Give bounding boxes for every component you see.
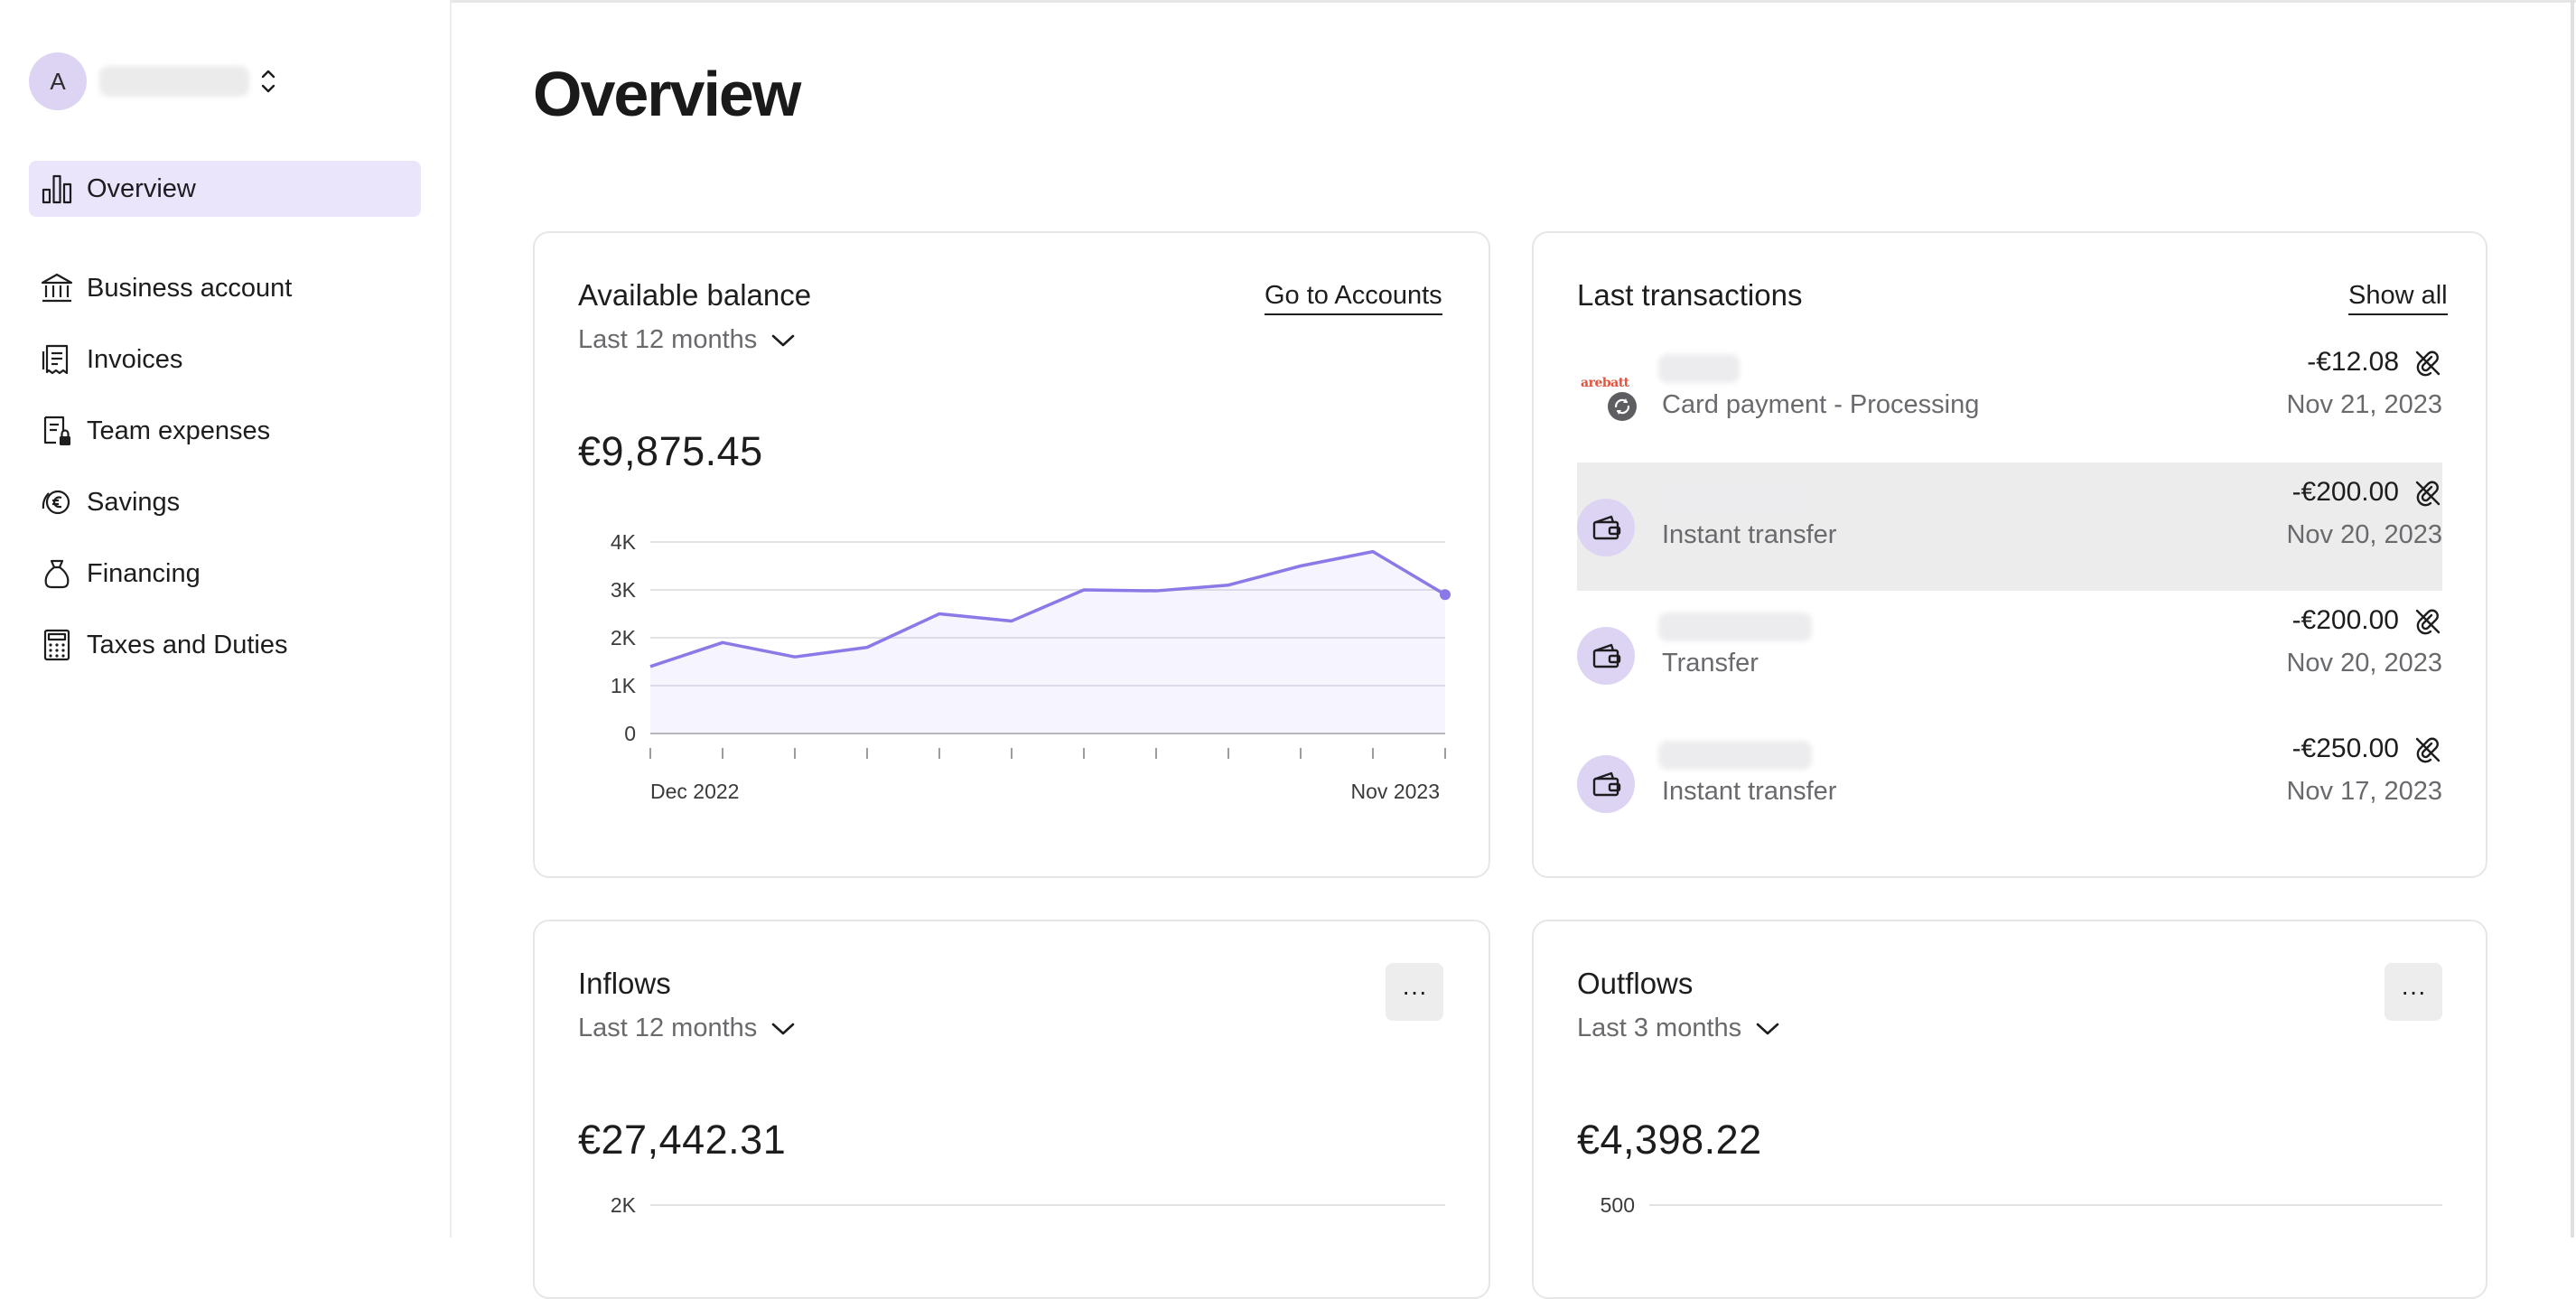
inflows-period-select[interactable]: Last 12 months — [578, 1014, 797, 1043]
page-title: Overview — [533, 58, 799, 130]
attachment-missing-icon — [2413, 479, 2442, 508]
inflows-card-title: Inflows — [578, 967, 671, 1001]
series-area — [650, 552, 1445, 734]
inflows-chart: 2K — [578, 1183, 1463, 1238]
y-tick-label: 1K — [611, 674, 637, 697]
sidebar-item-label: Taxes and Duties — [87, 631, 287, 660]
invoice-icon — [40, 342, 74, 377]
wallet-icon — [1577, 499, 1635, 556]
transaction-date: Nov 20, 2023 — [2286, 520, 2442, 550]
outflows-card-title: Outflows — [1577, 967, 1693, 1001]
y-tick-label: 3K — [611, 578, 637, 602]
transaction-amount: -€250.00 — [2292, 734, 2399, 764]
counterparty-redacted — [1658, 612, 1812, 641]
bank-icon — [40, 271, 74, 305]
data-point — [1440, 589, 1451, 600]
sidebar-item-invoices[interactable]: Invoices — [29, 332, 421, 388]
inflows-amount: €27,442.31 — [578, 1117, 786, 1163]
org-name-redacted — [99, 66, 249, 97]
transaction-row[interactable]: arebatt Card payment - Processing -€12.0… — [1577, 332, 2442, 461]
sidebar-item-taxes-and-duties[interactable]: Taxes and Duties — [29, 617, 421, 673]
y-tick-label: 2K — [611, 626, 637, 650]
sidebar-item-label: Team expenses — [87, 416, 270, 446]
wallet-icon — [1577, 627, 1635, 685]
y-tick-label: 0 — [624, 722, 636, 745]
period-label: Last 12 months — [578, 325, 757, 355]
transaction-row[interactable]: Instant transfer -€200.00 Nov 20, 2023 — [1577, 463, 2442, 591]
transaction-amount: -€200.00 — [2292, 477, 2399, 508]
transaction-date: Nov 21, 2023 — [2286, 390, 2442, 420]
sidebar-item-business-account[interactable]: Business account — [29, 260, 421, 316]
transaction-row[interactable]: Instant transfer -€250.00 Nov 17, 2023 — [1577, 719, 2442, 847]
scrollbar-track[interactable] — [2571, 0, 2574, 1238]
transaction-amount: -€12.08 — [2307, 347, 2399, 378]
sidebar-item-label: Invoices — [87, 345, 182, 375]
attachment-missing-icon — [2413, 735, 2442, 764]
period-label: Last 12 months — [578, 1014, 757, 1043]
sidebar-item-label: Overview — [87, 174, 196, 204]
attachment-missing-icon — [2413, 607, 2442, 636]
sidebar-item-label: Financing — [87, 559, 201, 589]
receipt-lock-icon — [40, 414, 74, 448]
calculator-icon — [40, 628, 74, 662]
y-tick-label: 4K — [611, 530, 637, 554]
sidebar: A Overview Business account Invoices — [0, 0, 452, 1238]
transaction-date: Nov 17, 2023 — [2286, 777, 2442, 807]
sidebar-item-overview[interactable]: Overview — [29, 161, 421, 217]
inflows-card — [533, 920, 1490, 1299]
inflows-more-button[interactable]: ··· — [1386, 963, 1443, 1021]
sidebar-item-label: Business account — [87, 274, 292, 304]
transaction-amount: -€200.00 — [2292, 605, 2399, 636]
money-bag-icon — [40, 556, 74, 591]
chevron-down-icon — [770, 1020, 797, 1038]
show-all-link[interactable]: Show all — [2348, 281, 2448, 315]
bar-chart-icon — [40, 172, 74, 206]
merchant-logo-icon: arebatt — [1577, 367, 1638, 430]
y-tick-label: 500 — [1601, 1193, 1635, 1217]
transaction-type: Instant transfer — [1662, 777, 1836, 807]
y-tick-label: 2K — [611, 1193, 637, 1217]
outflows-chart: 500 — [1577, 1183, 2442, 1238]
outflows-more-button[interactable]: ··· — [2385, 963, 2442, 1021]
wallet-icon — [1577, 755, 1635, 813]
attachment-missing-icon — [2413, 349, 2442, 378]
transaction-type: Instant transfer — [1662, 520, 1836, 550]
more-icon: ··· — [2401, 977, 2426, 1006]
counterparty-redacted — [1658, 484, 1812, 513]
transactions-card-title: Last transactions — [1577, 278, 1802, 313]
avatar: A — [29, 52, 87, 110]
transaction-type: Transfer — [1662, 649, 1759, 678]
sidebar-item-team-expenses[interactable]: Team expenses — [29, 403, 421, 459]
counterparty-redacted — [1658, 741, 1812, 770]
transaction-row[interactable]: Transfer -€200.00 Nov 20, 2023 — [1577, 591, 2442, 719]
sidebar-item-financing[interactable]: Financing — [29, 546, 421, 602]
sidebar-item-savings[interactable]: Savings — [29, 474, 421, 530]
go-to-accounts-link[interactable]: Go to Accounts — [1265, 281, 1442, 315]
chevron-down-icon — [1754, 1020, 1781, 1038]
period-label: Last 3 months — [1577, 1014, 1741, 1043]
transaction-date: Nov 20, 2023 — [2286, 649, 2442, 678]
processing-icon — [1612, 397, 1632, 416]
more-icon: ··· — [1402, 977, 1427, 1006]
balance-period-select[interactable]: Last 12 months — [578, 325, 797, 355]
balance-card-title: Available balance — [578, 278, 811, 313]
chevron-up-down-icon — [258, 66, 278, 97]
transaction-type: Card payment - Processing — [1662, 390, 1979, 420]
euro-coin-icon — [40, 485, 74, 519]
sidebar-item-label: Savings — [87, 488, 180, 518]
balance-amount: €9,875.45 — [578, 428, 763, 475]
x-tick-label: Nov 2023 — [1351, 780, 1440, 803]
counterparty-redacted — [1658, 354, 1740, 383]
chevron-down-icon — [770, 332, 797, 350]
x-tick-label: Dec 2022 — [650, 780, 739, 803]
outflows-amount: €4,398.22 — [1577, 1117, 1762, 1163]
balance-chart: 0 1K 2K 3K 4K Dec 2022 Nov 2023 — [578, 524, 1463, 822]
org-switcher[interactable]: A — [29, 52, 278, 110]
outflows-period-select[interactable]: Last 3 months — [1577, 1014, 1781, 1043]
